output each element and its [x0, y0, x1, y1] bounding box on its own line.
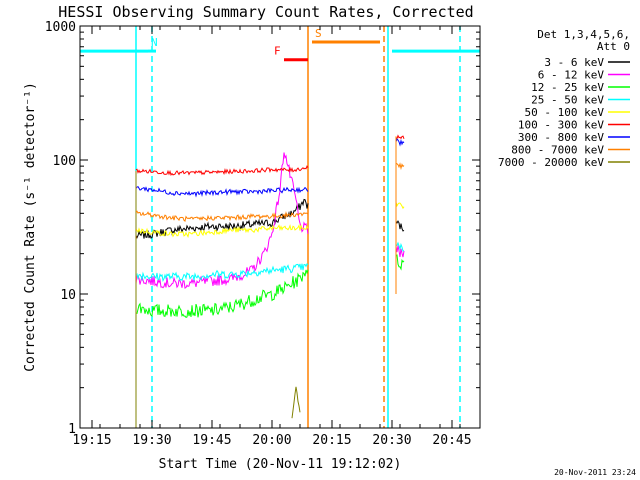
- series-line-4-late: [395, 202, 405, 210]
- series-line-0-late: [395, 220, 405, 232]
- legend-header-0: Det 1,3,4,5,6,: [537, 28, 630, 41]
- x-tick-label-6: 20:45: [432, 433, 471, 448]
- series-line-5: [135, 165, 309, 176]
- x-tick-label-4: 20:15: [312, 433, 351, 448]
- footer-timestamp: 20-Nov-2011 23:24: [554, 468, 636, 477]
- series-line-8: [291, 386, 301, 419]
- plot-frame: [79, 25, 481, 429]
- series-layer: [135, 134, 405, 428]
- legend-entry-2: 12 - 25 keV: [531, 81, 604, 94]
- legend-entry-3: 25 - 50 keV: [531, 94, 604, 107]
- legend-entry-6: 300 - 800 keV: [518, 131, 604, 144]
- series-line-3: [135, 263, 309, 282]
- legend-header-1: Att 0: [597, 40, 630, 53]
- legend-entry-8: 7000 - 20000 keV: [498, 156, 604, 169]
- x-tick-label-1: 19:30: [132, 433, 171, 448]
- legend-entry-4: 50 - 100 keV: [525, 106, 605, 119]
- y-axis-label: Corrected Count Rate (s⁻¹ detector⁻¹): [23, 82, 38, 372]
- series-line-5-late: [395, 134, 405, 140]
- series-line-2: [135, 269, 309, 319]
- x-axis-label: Start Time (20-Nov-11 19:12:02): [159, 457, 402, 472]
- y-tick-label-2: 100: [53, 154, 76, 169]
- attenuator-states: N F S: [80, 27, 480, 62]
- state-label-S: S: [315, 27, 322, 40]
- x-tick-label-0: 19:15: [72, 433, 111, 448]
- x-tick-label-3: 20:00: [252, 433, 291, 448]
- series-line-7: [135, 210, 309, 222]
- y-tick-label-1: 10: [60, 288, 76, 303]
- y-tick-label-3: 1000: [45, 20, 76, 35]
- x-tick-label-5: 20:30: [372, 433, 411, 448]
- axis-ticks: 19:15 19:30 19:45 20:00 20:15 20:30 20:45 1 10 10…: [45, 20, 481, 448]
- series-line-6-late: [395, 138, 405, 147]
- series-line-6: [135, 185, 309, 198]
- state-label-N: N: [151, 36, 158, 49]
- legend-entry-5: 100 - 300 keV: [518, 119, 604, 132]
- state-label-F: F: [274, 45, 281, 58]
- series-line-3-late: [396, 241, 405, 252]
- series-line-1: [135, 152, 309, 289]
- series-line-4: [135, 223, 309, 238]
- x-tick-label-2: 19:45: [192, 433, 231, 448]
- legend-entry-0: 3 - 6 keV: [544, 56, 604, 69]
- y-tick-label-0: 1: [68, 422, 76, 437]
- chart-title: HESSI Observing Summary Count Rates, Cor…: [58, 3, 473, 21]
- series-line-7-late: [395, 162, 405, 171]
- legend-entry-1: 6 - 12 keV: [538, 69, 605, 82]
- series-line-1-late: [395, 245, 405, 258]
- legend-entry-7: 800 - 7000 keV: [511, 144, 604, 157]
- series-line-2-late: [395, 254, 405, 271]
- series-line-0: [135, 198, 309, 239]
